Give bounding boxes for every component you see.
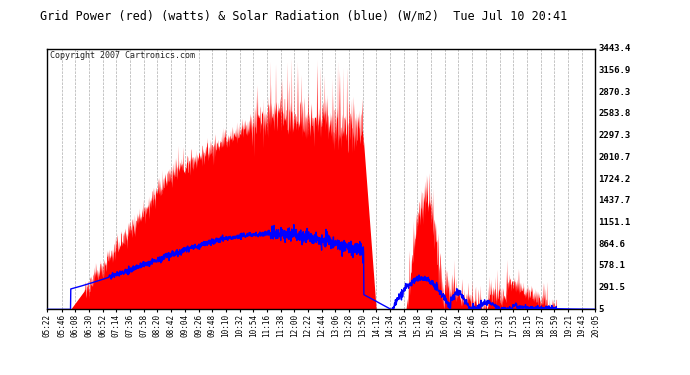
Text: 1437.7: 1437.7 [598, 196, 631, 205]
Text: 3156.9: 3156.9 [598, 66, 631, 75]
Text: 2870.3: 2870.3 [598, 88, 631, 97]
Text: 864.6: 864.6 [598, 240, 625, 249]
Text: 291.5: 291.5 [598, 283, 625, 292]
Text: 1151.1: 1151.1 [598, 218, 631, 227]
Text: 2297.3: 2297.3 [598, 131, 631, 140]
Text: 2010.7: 2010.7 [598, 153, 631, 162]
Text: Copyright 2007 Cartronics.com: Copyright 2007 Cartronics.com [50, 51, 195, 60]
Text: 1724.2: 1724.2 [598, 175, 631, 184]
Text: 578.1: 578.1 [598, 261, 625, 270]
Text: 5: 5 [598, 305, 604, 314]
Text: 3443.4: 3443.4 [598, 44, 631, 53]
Text: 2583.8: 2583.8 [598, 110, 631, 118]
Text: Grid Power (red) (watts) & Solar Radiation (blue) (W/m2)  Tue Jul 10 20:41: Grid Power (red) (watts) & Solar Radiati… [40, 9, 567, 22]
